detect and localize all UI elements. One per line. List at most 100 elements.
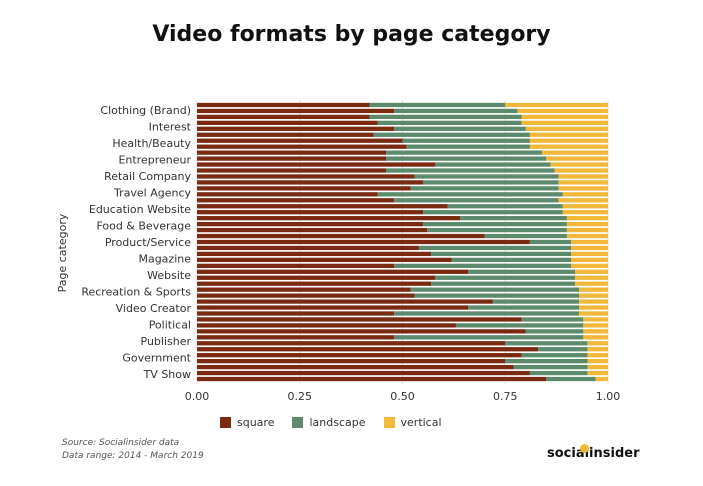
bar-segment-vertical [517, 108, 608, 114]
category-label: Interest [149, 121, 192, 134]
bar-segment-landscape [423, 221, 567, 227]
category-label: Product/Service [105, 236, 191, 249]
bar-segment-landscape [410, 186, 559, 191]
bar-segment-vertical [566, 221, 608, 227]
x-tick-label: 0.25 [288, 390, 313, 403]
bar-segment-vertical [558, 186, 608, 191]
bar-segment-landscape [394, 126, 526, 131]
bar-segment-vertical [579, 299, 608, 304]
bar-segment-landscape [414, 174, 559, 179]
bar-segment-square [197, 370, 530, 376]
bar-segment-landscape [468, 305, 580, 310]
bar-segment-vertical [542, 150, 608, 155]
logo-dot-icon [580, 444, 589, 453]
bar-segment-vertical [587, 359, 608, 364]
category-label: Recreation & Sports [81, 285, 191, 298]
bar-segment-square [197, 305, 469, 310]
bar-segment-square [197, 359, 506, 364]
bar-segment-vertical [558, 198, 608, 203]
bar-segment-square [197, 102, 370, 108]
bar-segment-landscape [394, 335, 584, 340]
bar-segment-vertical [521, 114, 608, 120]
bar-segment-vertical [566, 227, 608, 233]
category-label: Publisher [141, 335, 192, 348]
bar-segment-square [197, 216, 461, 221]
x-tick-label: 0.75 [493, 390, 518, 403]
bar-segment-square [197, 281, 432, 286]
bar-segment-vertical [550, 162, 608, 167]
bar-segment-vertical [575, 269, 608, 274]
bar-segment-landscape [521, 317, 584, 322]
bar-segment-square [197, 192, 378, 197]
bar-segment-square [197, 299, 493, 304]
bar-segment-landscape [513, 364, 588, 370]
bar-segment-landscape [414, 293, 580, 298]
bar-segment-landscape [394, 108, 518, 114]
bar-segment-landscape [529, 370, 588, 376]
bar-segment-vertical [575, 275, 608, 280]
bar-segment-landscape [538, 347, 588, 352]
bar-segment-vertical [505, 102, 608, 108]
bar-segment-landscape [377, 120, 522, 125]
category-label: Health/Beauty [112, 137, 191, 150]
bar-segment-square [197, 245, 419, 251]
legend-label-landscape: landscape [309, 416, 366, 429]
legend: square landscape vertical [220, 416, 442, 429]
bar-segment-landscape [492, 299, 580, 304]
legend-item-landscape: landscape [292, 416, 366, 429]
x-tick-labels: 0.00 0.25 0.50 0.75 1.00 [185, 390, 621, 403]
x-tick-label: 0.00 [185, 390, 210, 403]
bar-segment-landscape [418, 245, 572, 251]
bar-segment-square [197, 323, 456, 328]
legend-item-vertical: vertical [383, 416, 442, 429]
bar-segment-square [197, 156, 387, 161]
bar-segment-square [197, 180, 424, 185]
bar-segment-square [197, 263, 395, 268]
bar-segment-landscape [386, 156, 547, 161]
bar-segment-vertical [529, 138, 608, 143]
bar-segment-landscape [435, 275, 576, 280]
bar-segment-vertical [529, 132, 608, 137]
bar-segment-square [197, 364, 514, 370]
bar-segment-vertical [587, 353, 608, 358]
bar-segment-vertical [546, 156, 608, 161]
bar-segment-landscape [394, 263, 572, 268]
category-label: Website [147, 269, 191, 282]
bar-segment-landscape [525, 329, 584, 334]
category-label: TV Show [143, 368, 191, 381]
bar-segment-square [197, 120, 378, 125]
bar-segment-landscape [505, 341, 588, 346]
bar-segment-landscape [423, 180, 559, 185]
bar-segment-square [197, 126, 395, 131]
bar-segment-square [197, 227, 428, 233]
bar-segment-landscape [455, 323, 584, 328]
bar-segment-landscape [406, 144, 530, 149]
bar-segment-square [197, 376, 547, 382]
bar-segment-vertical [558, 174, 608, 179]
category-label: Magazine [138, 252, 191, 265]
bar-segment-vertical [571, 257, 608, 263]
bar-segment-square [197, 317, 522, 322]
bar-segment-square [197, 221, 424, 227]
legend-label-square: square [237, 416, 275, 429]
bar-segment-vertical [587, 341, 608, 346]
bar-segment-square [197, 275, 436, 280]
legend-item-square: square [220, 416, 274, 429]
bar-segment-landscape [447, 204, 563, 209]
bar-segment-landscape [410, 287, 580, 292]
bar-segment-landscape [484, 233, 567, 239]
bar-segment-vertical [571, 239, 608, 245]
bar-segment-square [197, 287, 411, 292]
bar-segment-square [197, 210, 424, 215]
source-note: Source: Socialinsider data Data range: 2… [62, 437, 204, 463]
bar-segment-vertical [575, 281, 608, 286]
bar-segment-vertical [579, 287, 608, 292]
bar-segment-landscape [386, 168, 555, 173]
bar-segment-landscape [521, 353, 588, 358]
bars-group [197, 102, 608, 382]
bar-segment-vertical [571, 245, 608, 251]
bar-segment-landscape [394, 311, 580, 316]
bar-segment-landscape [402, 138, 530, 143]
category-label: Government [122, 351, 191, 364]
